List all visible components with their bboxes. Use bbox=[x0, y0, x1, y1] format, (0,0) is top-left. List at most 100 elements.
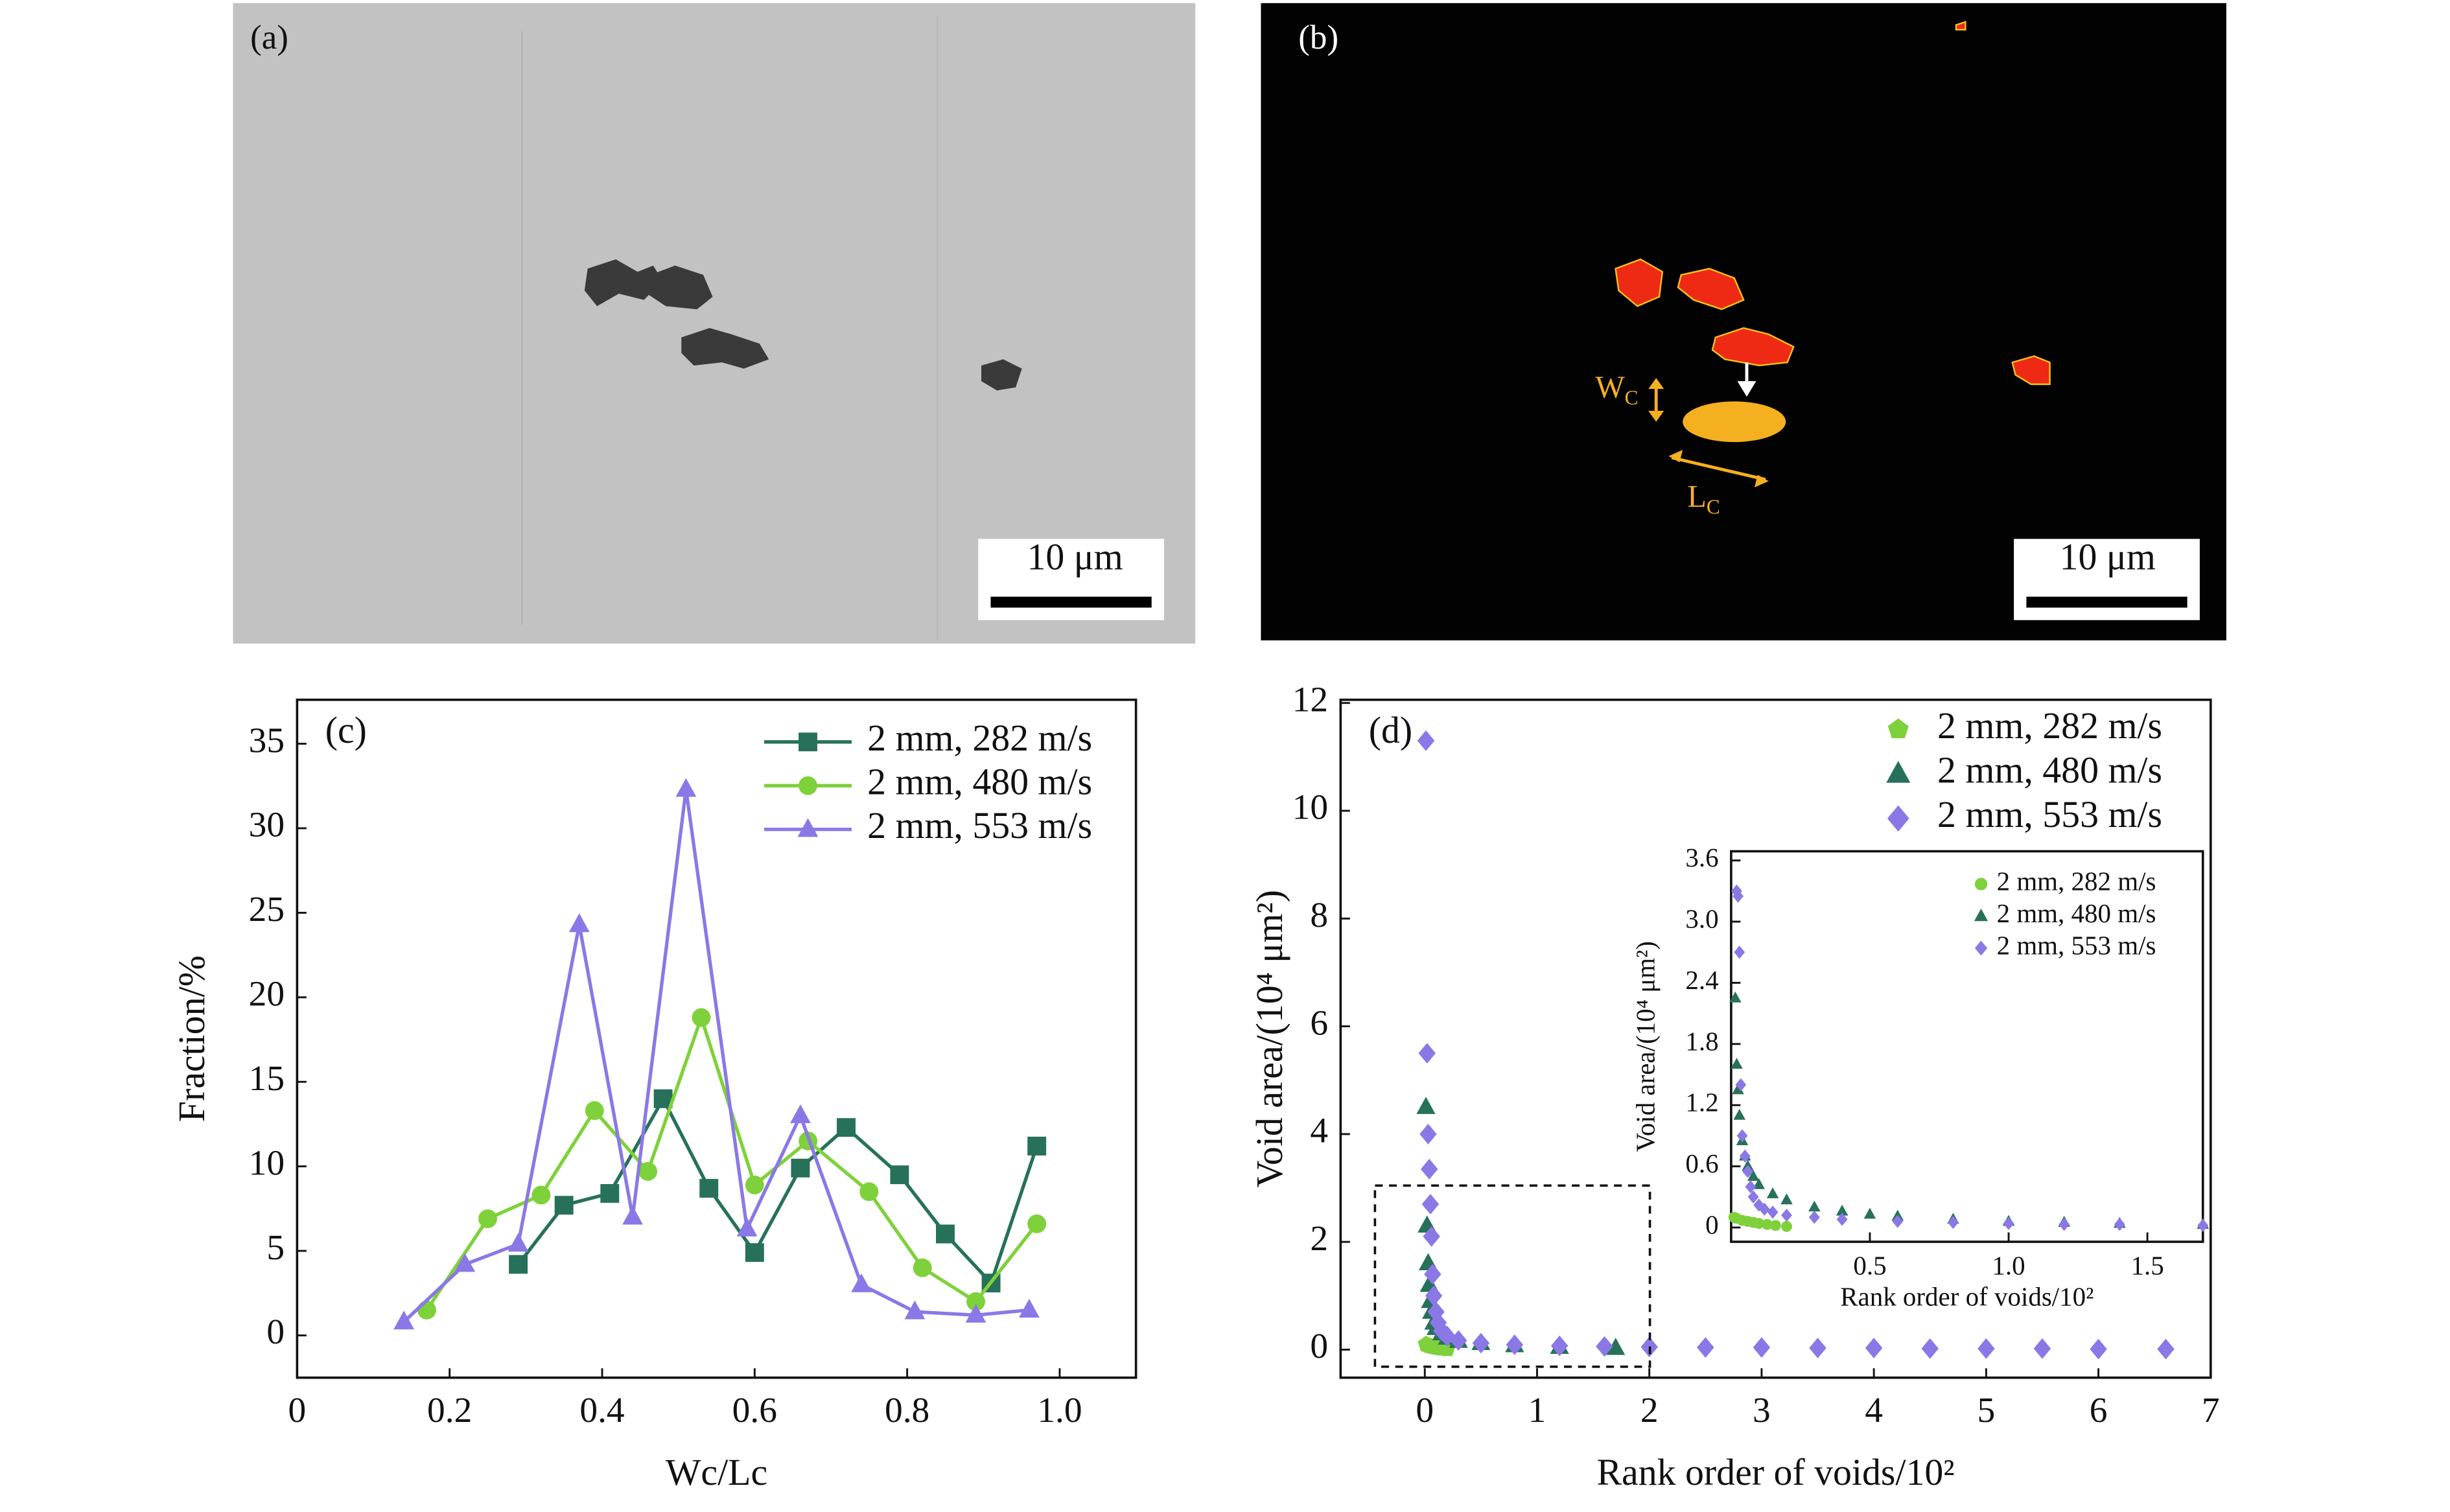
y-tick-label: 1.2 bbox=[1685, 1087, 1718, 1117]
marker bbox=[692, 1008, 711, 1027]
marker bbox=[1865, 1338, 1883, 1358]
marker bbox=[1753, 1178, 1765, 1189]
y-tick-label: 5 bbox=[266, 1227, 285, 1267]
x-tick-label: 1 bbox=[1528, 1390, 1546, 1430]
zoom-region bbox=[1373, 1184, 1651, 1368]
x-tick-label: 0.5 bbox=[1853, 1250, 1886, 1280]
legend-marker bbox=[1974, 878, 1988, 890]
marker bbox=[1808, 1200, 1821, 1212]
marker bbox=[1697, 1337, 1714, 1358]
marker bbox=[2197, 1218, 2209, 1233]
marker bbox=[1739, 1149, 1751, 1163]
marker bbox=[1747, 1170, 1760, 1181]
marker bbox=[1735, 1078, 1747, 1091]
marker bbox=[1753, 1218, 1765, 1229]
marker bbox=[417, 1300, 436, 1320]
legend-label: 2 mm, 553 m/s bbox=[1937, 793, 2162, 835]
width-arrow-heads bbox=[1648, 378, 1664, 422]
marker bbox=[1424, 1264, 1441, 1285]
marker bbox=[1808, 1211, 1820, 1224]
y-tick-label: 3.6 bbox=[1685, 843, 1718, 872]
marker bbox=[859, 1182, 879, 1202]
marker bbox=[454, 1253, 476, 1272]
panel-label: (c) bbox=[325, 709, 367, 751]
marker bbox=[1863, 1207, 1876, 1219]
marker bbox=[1809, 1338, 1826, 1358]
marker bbox=[675, 778, 697, 797]
y-tick-label: 1.8 bbox=[1685, 1026, 1718, 1056]
legend-label: 2 mm, 480 m/s bbox=[867, 761, 1092, 803]
x-tick-label: 0.4 bbox=[579, 1390, 624, 1430]
y-tick-label: 0 bbox=[1705, 1209, 1718, 1239]
marker bbox=[913, 1258, 932, 1277]
marker bbox=[790, 1104, 811, 1123]
marker bbox=[1947, 1216, 1959, 1229]
legend-marker bbox=[799, 776, 817, 795]
marker bbox=[1762, 1218, 1773, 1230]
marker bbox=[1027, 1214, 1047, 1233]
marker bbox=[1766, 1187, 1779, 1198]
x-tick-label: 0 bbox=[1416, 1390, 1434, 1430]
x-tick-label: 6 bbox=[2090, 1390, 2108, 1430]
marker bbox=[791, 1158, 810, 1178]
marker bbox=[1780, 1193, 1793, 1205]
marker bbox=[745, 1243, 764, 1262]
marker bbox=[1734, 946, 1745, 959]
x-tick-label: 5 bbox=[1977, 1390, 1995, 1430]
marker bbox=[2157, 1338, 2175, 1360]
y-tick-label: 0.6 bbox=[1685, 1148, 1718, 1178]
marker bbox=[1921, 1338, 1939, 1359]
marker bbox=[638, 1162, 658, 1181]
marker bbox=[1731, 1058, 1743, 1069]
arrow-head bbox=[1737, 381, 1756, 397]
marker bbox=[1606, 1338, 1626, 1355]
marker bbox=[508, 1233, 529, 1252]
marker bbox=[600, 1183, 620, 1203]
marker bbox=[1736, 1129, 1748, 1143]
marker bbox=[1018, 1299, 1040, 1318]
marker bbox=[1781, 1209, 1792, 1222]
marker bbox=[1027, 1136, 1047, 1156]
marker bbox=[1781, 1221, 1792, 1232]
x-tick-label: 7 bbox=[2202, 1390, 2220, 1430]
marker bbox=[1758, 1202, 1770, 1216]
marker bbox=[904, 1300, 926, 1320]
x-tick-label: 0.8 bbox=[885, 1390, 929, 1430]
y-axis-label: Void area/(10⁴ μm²) bbox=[1248, 890, 1290, 1187]
panel-label: (d) bbox=[1369, 709, 1412, 751]
marker bbox=[699, 1179, 719, 1198]
y-tick-label: 6 bbox=[1310, 1003, 1328, 1042]
y-tick-label: 10 bbox=[249, 1143, 285, 1182]
y-tick-label: 12 bbox=[1292, 679, 1328, 719]
marker bbox=[2003, 1216, 2014, 1230]
marker bbox=[585, 1101, 604, 1121]
length-symbol: L bbox=[1687, 480, 1706, 514]
marker bbox=[478, 1209, 497, 1228]
length-label: LC bbox=[1687, 480, 1720, 518]
series-line bbox=[402, 789, 1030, 1323]
scale-bar bbox=[2026, 596, 2188, 608]
y-tick-label: 3.0 bbox=[1685, 903, 1718, 933]
y-tick-label: 0 bbox=[1310, 1326, 1328, 1366]
marker bbox=[1423, 1226, 1440, 1247]
marker bbox=[2033, 1338, 2051, 1359]
marker bbox=[1550, 1335, 1569, 1356]
y-tick-label: 0 bbox=[266, 1312, 285, 1351]
y-tick-label: 8 bbox=[1310, 895, 1328, 935]
y-tick-label: 2 bbox=[1310, 1218, 1328, 1258]
marker bbox=[851, 1273, 872, 1292]
y-tick-label: 35 bbox=[249, 720, 285, 760]
marker bbox=[1732, 889, 1744, 903]
marker bbox=[966, 1292, 986, 1311]
y-tick-label: 15 bbox=[249, 1058, 285, 1098]
marker bbox=[1978, 1338, 1995, 1359]
marker bbox=[837, 1118, 856, 1137]
panel-label: (b) bbox=[1298, 19, 1338, 56]
x-axis-label: Rank order of voids/10² bbox=[1596, 1451, 1954, 1493]
marker bbox=[736, 1217, 758, 1237]
marker bbox=[1729, 991, 1742, 1003]
marker bbox=[1836, 1204, 1849, 1216]
marker bbox=[1421, 1194, 1440, 1215]
